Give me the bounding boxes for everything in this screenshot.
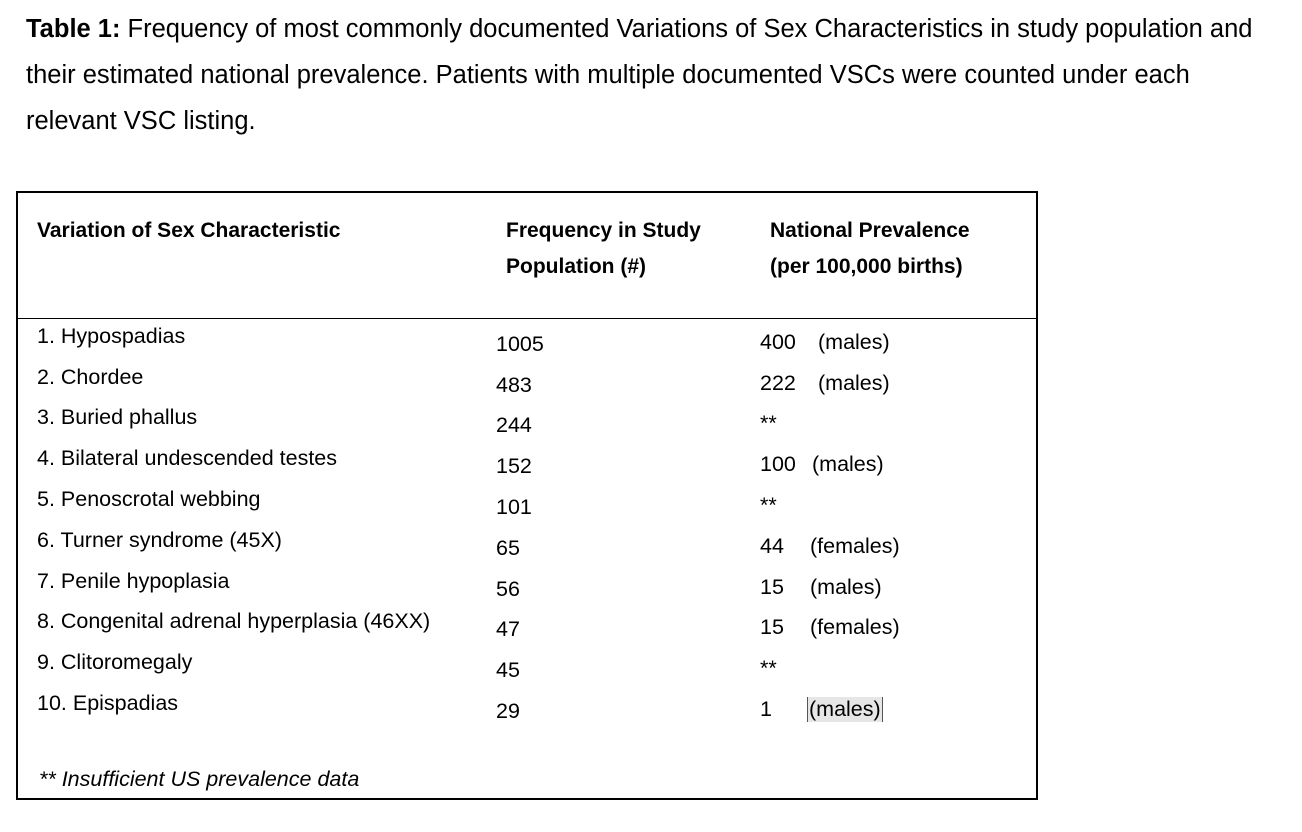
table-row: 8. Congenital adrenal hyperplasia (46XX)… <box>18 609 1036 649</box>
header-divider <box>18 318 1036 319</box>
row-frequency: 244 <box>496 413 532 437</box>
table-caption: Table 1: Frequency of most commonly docu… <box>26 6 1276 144</box>
row-prevalence: ** <box>760 656 777 680</box>
row-frequency: 152 <box>496 454 532 478</box>
row-name: 3. Buried phallus <box>37 405 198 429</box>
table-row: 6. Turner syndrome (45X) 65 44 (females) <box>18 528 1036 568</box>
row-note: (females) <box>810 534 900 558</box>
row-name: 4. Bilateral undescended testes <box>37 446 338 470</box>
row-note: (males) <box>812 452 884 476</box>
row-prevalence: 1 <box>760 697 772 721</box>
table-row: 9. Clitoromegaly 45 ** <box>18 650 1036 690</box>
row-note-selected[interactable]: (males) <box>807 697 883 722</box>
row-frequency: 56 <box>496 577 520 601</box>
row-name: 7. Penile hypoplasia <box>37 569 230 593</box>
caption-label: Table 1: <box>26 15 121 43</box>
header-prevalence-line2: (per 100,000 births) <box>770 255 963 278</box>
row-frequency: 65 <box>496 536 520 560</box>
row-frequency: 101 <box>496 495 532 519</box>
row-note: (males) <box>810 575 882 599</box>
row-prevalence: 15 <box>760 615 784 639</box>
data-table: Variation of Sex Characteristic Frequenc… <box>16 191 1038 800</box>
table-row: 10. Epispadias 29 1 (males) <box>18 691 1036 731</box>
row-frequency: 1005 <box>496 332 544 356</box>
header-frequency-line1: Frequency in Study <box>506 219 701 242</box>
row-note: (males) <box>818 371 890 395</box>
table-row: 7. Penile hypoplasia 56 15 (males) <box>18 569 1036 609</box>
table-row: 5. Penoscrotal webbing 101 ** <box>18 487 1036 527</box>
row-name: 5. Penoscrotal webbing <box>37 487 261 511</box>
row-name: 8. Congenital adrenal hyperplasia (46XX) <box>37 609 431 633</box>
row-prevalence: 400 <box>760 330 796 354</box>
row-frequency: 47 <box>496 617 520 641</box>
row-name: 1. Hypospadias <box>37 324 186 348</box>
row-note: (males) <box>818 330 890 354</box>
header-frequency-line2: Population (#) <box>506 255 646 278</box>
header-variation: Variation of Sex Characteristic <box>37 219 341 242</box>
header-prevalence: National Prevalence (per 100,000 births) <box>770 213 970 285</box>
row-prevalence: 15 <box>760 575 784 599</box>
table-row: 1. Hypospadias 1005 400 (males) <box>18 324 1036 364</box>
header-frequency: Frequency in Study Population (#) <box>506 213 701 285</box>
row-prevalence: 100 <box>760 452 796 476</box>
row-name: 6. Turner syndrome (45X) <box>37 528 282 552</box>
row-prevalence: 222 <box>760 371 796 395</box>
row-frequency: 45 <box>496 658 520 682</box>
table-row: 3. Buried phallus 244 ** <box>18 405 1036 445</box>
row-prevalence: ** <box>760 493 777 517</box>
row-note: (females) <box>810 615 900 639</box>
table-footnote: ** Insufficient US prevalence data <box>39 767 360 791</box>
row-frequency: 483 <box>496 373 532 397</box>
table-row: 2. Chordee 483 222 (males) <box>18 365 1036 405</box>
row-name: 9. Clitoromegaly <box>37 650 193 674</box>
row-prevalence: 44 <box>760 534 784 558</box>
header-prevalence-line1: National Prevalence <box>770 219 970 242</box>
table-row: 4. Bilateral undescended testes 152 100 … <box>18 446 1036 486</box>
row-name: 2. Chordee <box>37 365 144 389</box>
caption-text: Frequency of most commonly documented Va… <box>26 15 1253 135</box>
row-prevalence: ** <box>760 411 777 435</box>
row-name: 10. Epispadias <box>37 691 179 715</box>
row-frequency: 29 <box>496 699 520 723</box>
